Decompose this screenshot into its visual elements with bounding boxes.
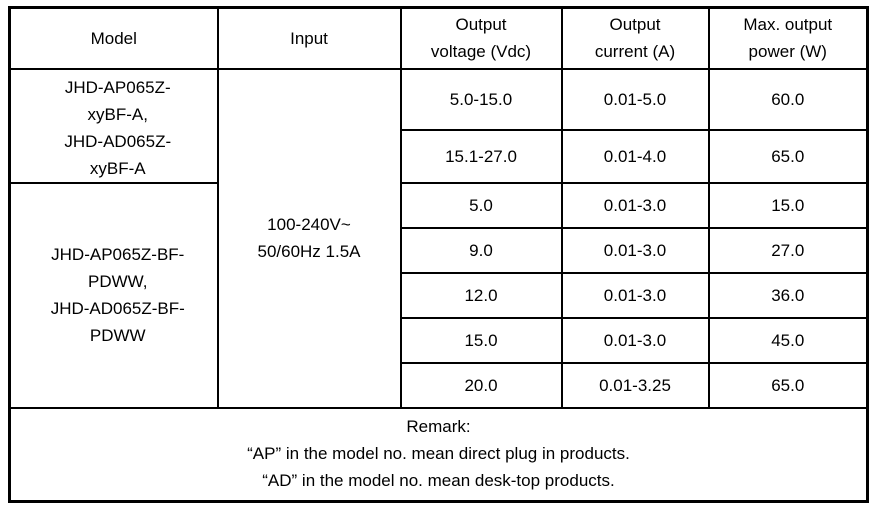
col-header-input: Input xyxy=(216,6,402,70)
remark-row: Remark: “AP” in the model no. mean direc… xyxy=(8,406,869,502)
voltage-cell: 15.1-27.0 xyxy=(399,128,563,184)
power-cell: 65.0 xyxy=(707,128,869,184)
table-row: 15.0 0.01-3.0 45.0 xyxy=(10,316,869,364)
voltage-cell: 15.0 xyxy=(399,316,563,364)
voltage-cell: 5.0 xyxy=(399,181,563,229)
current-cell: 0.01-5.0 xyxy=(560,67,710,131)
table-row: 15.1-27.0 0.01-4.0 65.0 xyxy=(10,128,869,184)
power-cell: 27.0 xyxy=(707,226,869,274)
current-cell: 0.01-3.0 xyxy=(560,181,710,229)
power-cell: 45.0 xyxy=(707,316,869,364)
model-group-2-cell: JHD-AP065Z-BF- PDWW, JHD-AD065Z-BF- PDWW xyxy=(8,181,219,409)
table-row: 9.0 0.01-3.0 27.0 xyxy=(10,226,869,274)
current-cell: 0.01-3.0 xyxy=(560,316,710,364)
input-cell: 100-240V~ 50/60Hz 1.5A xyxy=(216,67,402,409)
header-row: Model Input Output voltage (Vdc) Output … xyxy=(8,6,869,70)
spec-table: Model Input Output voltage (Vdc) Output … xyxy=(8,6,869,503)
voltage-cell: 20.0 xyxy=(399,361,563,409)
remark-cell: Remark: “AP” in the model no. mean direc… xyxy=(8,406,869,502)
current-cell: 0.01-3.25 xyxy=(560,361,710,409)
power-cell: 60.0 xyxy=(707,67,869,131)
voltage-cell: 12.0 xyxy=(399,271,563,319)
table-row: JHD-AP065Z-BF- PDWW, JHD-AD065Z-BF- PDWW… xyxy=(8,181,869,409)
col-header-voltage: Output voltage (Vdc) xyxy=(399,6,563,70)
power-cell: 65.0 xyxy=(707,361,869,409)
voltage-cell: 5.0-15.0 xyxy=(399,67,563,131)
model-group-1-cell: JHD-AP065Z- xyBF-A, JHD-AD065Z- xyBF-A xyxy=(8,67,219,184)
table-row: 12.0 0.01-3.0 36.0 xyxy=(10,271,869,319)
power-cell: 36.0 xyxy=(707,271,869,319)
power-cell: 15.0 xyxy=(707,181,869,229)
current-cell: 0.01-4.0 xyxy=(560,128,710,184)
current-cell: 0.01-3.0 xyxy=(560,271,710,319)
voltage-cell: 9.0 xyxy=(399,226,563,274)
col-header-model: Model xyxy=(8,6,219,70)
table-row: 20.0 0.01-3.25 65.0 xyxy=(10,361,869,409)
col-header-current: Output current (A) xyxy=(560,6,710,70)
col-header-power: Max. output power (W) xyxy=(707,6,869,70)
table-row: JHD-AP065Z- xyBF-A, JHD-AD065Z- xyBF-A 1… xyxy=(8,67,869,409)
current-cell: 0.01-3.0 xyxy=(560,226,710,274)
